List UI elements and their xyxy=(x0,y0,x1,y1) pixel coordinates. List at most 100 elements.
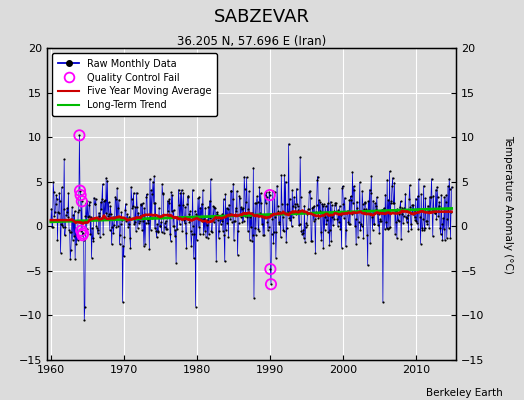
Point xyxy=(154,229,162,235)
Point xyxy=(289,203,298,209)
Point xyxy=(315,197,323,203)
Point xyxy=(311,250,320,256)
Point xyxy=(78,232,86,238)
Point xyxy=(385,225,393,232)
Point xyxy=(414,226,422,232)
Point xyxy=(266,192,274,198)
Point xyxy=(127,184,135,190)
Point xyxy=(333,208,341,215)
Point xyxy=(386,224,395,230)
Point xyxy=(157,219,165,226)
Point xyxy=(191,303,200,310)
Point xyxy=(266,266,275,272)
Point xyxy=(361,199,369,205)
Point xyxy=(392,219,400,225)
Point xyxy=(277,172,286,178)
Point xyxy=(324,185,333,192)
Point xyxy=(122,200,130,207)
Point xyxy=(362,208,370,214)
Point xyxy=(96,199,105,205)
Point xyxy=(222,205,231,211)
Point xyxy=(97,196,106,202)
Point xyxy=(432,186,440,193)
Point xyxy=(395,218,403,225)
Point xyxy=(227,188,235,194)
Point xyxy=(383,176,391,183)
Point xyxy=(148,215,156,221)
Point xyxy=(350,187,358,194)
Point xyxy=(422,218,430,224)
Point xyxy=(343,208,352,214)
Point xyxy=(305,188,313,195)
Point xyxy=(47,206,56,212)
Point xyxy=(334,207,343,213)
Point xyxy=(337,211,345,218)
Point xyxy=(91,201,100,208)
Point xyxy=(304,206,312,213)
Point xyxy=(225,201,233,208)
Point xyxy=(70,208,79,214)
Point xyxy=(377,207,386,214)
Point xyxy=(427,194,435,200)
Point xyxy=(128,205,137,211)
Point xyxy=(167,238,175,244)
Point xyxy=(126,235,134,241)
Point xyxy=(434,213,442,219)
Point xyxy=(446,235,455,241)
Point xyxy=(358,201,367,207)
Point xyxy=(205,231,213,237)
Point xyxy=(99,231,107,238)
Point xyxy=(107,210,115,217)
Point xyxy=(308,238,316,244)
Point xyxy=(122,218,130,224)
Point xyxy=(54,209,62,216)
Point xyxy=(374,222,382,228)
Point xyxy=(267,231,276,238)
Point xyxy=(132,228,140,234)
Point xyxy=(104,213,112,219)
Point xyxy=(391,208,400,214)
Point xyxy=(119,242,127,249)
Point xyxy=(93,230,102,236)
Point xyxy=(412,218,421,224)
Point xyxy=(341,194,349,201)
Point xyxy=(345,196,354,203)
Point xyxy=(292,211,300,217)
Text: SABZEVAR: SABZEVAR xyxy=(214,8,310,26)
Point xyxy=(202,216,211,223)
Point xyxy=(198,200,206,207)
Point xyxy=(71,256,79,262)
Point xyxy=(169,207,178,213)
Point xyxy=(213,210,222,217)
Point xyxy=(111,214,119,220)
Point xyxy=(418,224,426,231)
Point xyxy=(376,218,384,225)
Point xyxy=(327,238,335,245)
Point xyxy=(442,192,450,198)
Point xyxy=(312,209,320,216)
Point xyxy=(85,202,93,208)
Point xyxy=(326,226,334,233)
Point xyxy=(83,198,92,205)
Point xyxy=(203,222,211,229)
Point xyxy=(301,224,310,230)
Point xyxy=(231,218,239,225)
Point xyxy=(142,194,150,200)
Point xyxy=(307,195,315,202)
Point xyxy=(96,234,104,240)
Point xyxy=(59,224,67,230)
Point xyxy=(210,204,219,210)
Point xyxy=(87,214,95,220)
Point xyxy=(331,200,340,206)
Point xyxy=(398,211,406,218)
Point xyxy=(70,233,78,239)
Point xyxy=(430,208,438,215)
Point xyxy=(180,217,188,223)
Point xyxy=(437,192,445,198)
Point xyxy=(262,188,270,195)
Point xyxy=(209,203,217,210)
Point xyxy=(301,239,309,245)
Point xyxy=(428,176,436,182)
Point xyxy=(208,229,216,236)
Point xyxy=(389,200,397,206)
